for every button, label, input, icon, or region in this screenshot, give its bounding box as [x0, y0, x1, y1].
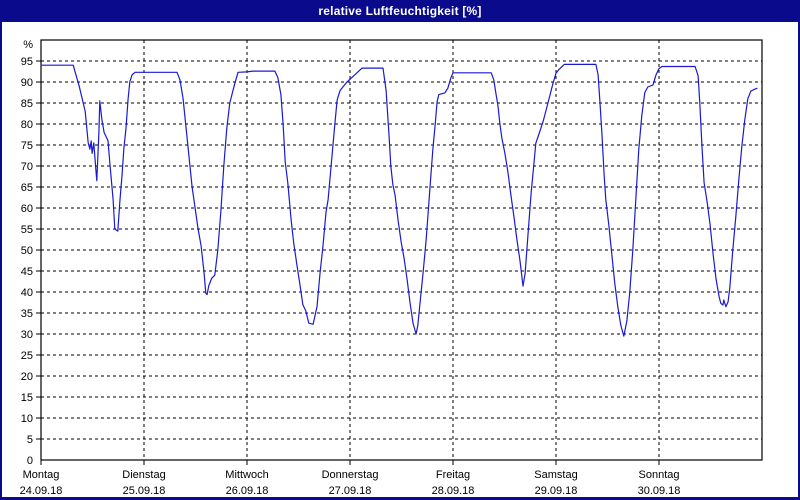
y-tick-label: 5 [27, 434, 33, 446]
x-day-label: Samstag [534, 469, 577, 481]
x-date-label: 25.09.18 [123, 485, 166, 497]
y-tick-label: 10 [21, 413, 33, 425]
humidity-series-line [40, 63, 758, 337]
y-tick-label: 15 [21, 392, 33, 404]
y-tick-label: 45 [21, 266, 33, 278]
y-tick-label: 55 [21, 224, 33, 236]
y-tick-label: 30 [21, 329, 33, 341]
x-day-label: Mittwoch [225, 469, 268, 481]
x-date-label: 26.09.18 [226, 485, 269, 497]
chart-area: 5 10 15 20 25 30 35 40 45 50 55 60 65 70 75 80 85 90 95 0% M… [2, 22, 798, 497]
y-tick-label: 80 [21, 119, 33, 131]
x-date-label: 28.09.18 [432, 485, 475, 497]
x-day-label: Donnerstag [322, 469, 379, 481]
y-tick-label: 70 [21, 161, 33, 173]
x-day-label: Freitag [436, 469, 470, 481]
x-day-label: Montag [23, 469, 60, 481]
y-axis-unit-label: % [23, 39, 33, 51]
window-title: relative Luftfeuchtigkeit [%] [318, 4, 482, 18]
humidity-line-chart: 5 10 15 20 25 30 35 40 45 50 55 60 65 70 75 80 85 90 95 0% M… [20, 39, 763, 497]
y-tick-label: 25 [21, 350, 33, 362]
y-tick-label: 90 [21, 77, 33, 89]
x-day-label: Dienstag [122, 469, 165, 481]
y-tick-label: 40 [21, 287, 33, 299]
y-tick-label: 20 [21, 371, 33, 383]
y-tick-label: 60 [21, 203, 33, 215]
y-tick-label: 35 [21, 308, 33, 320]
x-date-label: 30.09.18 [638, 485, 681, 497]
y-tick-label: 65 [21, 182, 33, 194]
y-tick-label: 95 [21, 56, 33, 68]
title-bar[interactable]: relative Luftfeuchtigkeit [%] [2, 0, 798, 22]
x-date-label: 27.09.18 [329, 485, 372, 497]
plot-frame [40, 39, 763, 461]
x-date-label: 29.09.18 [535, 485, 578, 497]
y-tick-label: 50 [21, 245, 33, 257]
y-tick-label: 85 [21, 98, 33, 110]
y-tick-label: 75 [21, 140, 33, 152]
x-date-label: 24.09.18 [20, 485, 63, 497]
x-day-label: Sonntag [639, 469, 680, 481]
y-tick-label: 0 [27, 455, 33, 467]
